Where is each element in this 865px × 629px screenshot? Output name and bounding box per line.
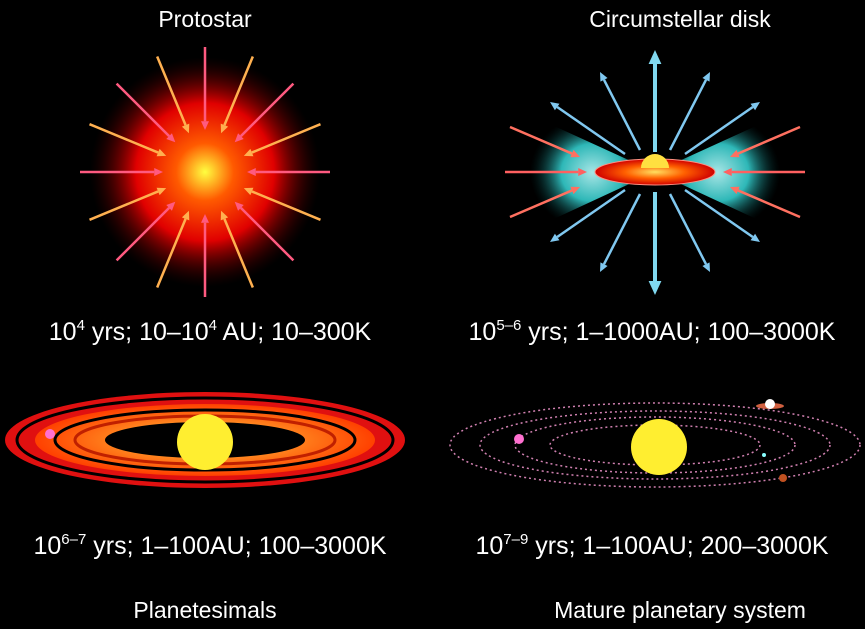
arrow-head — [220, 210, 229, 221]
arrow-head — [243, 148, 254, 157]
caption-text: yrs; 1–1000AU; 100–3000K — [521, 318, 836, 346]
superscript: 7–9 — [503, 531, 529, 548]
arrow — [115, 82, 170, 137]
arrow — [602, 193, 642, 265]
arrow-head — [234, 133, 244, 143]
panel-title: Planetesimals — [133, 597, 277, 623]
arrow — [556, 188, 626, 239]
panel-title: Protostar — [158, 6, 252, 32]
arrow-head — [166, 201, 176, 211]
caption-text: 10 — [33, 532, 62, 560]
arrow-head — [550, 233, 560, 242]
arrow-head — [600, 72, 608, 82]
superscript: 5–6 — [496, 317, 522, 334]
planetesimal-disk — [5, 392, 405, 488]
superscript: 4 — [208, 317, 217, 334]
arrow — [737, 189, 801, 219]
arrow-head — [750, 233, 760, 242]
arrow — [509, 125, 573, 155]
arrow — [223, 56, 254, 126]
caption-text: 10 — [468, 318, 497, 346]
arrow — [668, 193, 708, 265]
arrow-head — [201, 121, 209, 130]
arrow-head — [723, 168, 732, 176]
planets — [514, 399, 787, 482]
panel-caption: 105–6 yrs; 1–1000AU; 100–3000K — [469, 318, 836, 347]
arrow — [251, 190, 321, 221]
arrow — [509, 189, 573, 219]
arrow — [737, 125, 801, 155]
arrow-head — [201, 214, 209, 223]
arrow — [156, 56, 187, 126]
arrow-head — [600, 262, 608, 272]
arrow-head — [220, 123, 229, 134]
arrow — [156, 218, 187, 288]
arrow-head — [156, 187, 167, 196]
arrow — [556, 105, 626, 156]
caption-text: 10 — [48, 318, 77, 346]
circumstellar-disk — [530, 115, 780, 230]
arrow-head — [181, 123, 190, 134]
arrow-head — [750, 102, 760, 111]
arrow — [668, 79, 708, 151]
panel-caption: 104 yrs; 10–104 AU; 10–300K — [49, 318, 371, 347]
mature-system — [449, 402, 861, 488]
arrow — [223, 218, 254, 288]
panel-title: Mature planetary system — [554, 597, 806, 623]
arrow-head — [570, 149, 580, 158]
arrow-head — [181, 210, 190, 221]
arrow-head — [247, 168, 256, 176]
arrow — [240, 82, 295, 137]
arrow-head — [156, 148, 167, 157]
caption-text: 10 — [475, 532, 504, 560]
arrow-head — [730, 149, 740, 158]
panel-caption: 107–9 yrs; 1–100AU; 200–3000K — [475, 532, 828, 561]
arrow-head — [702, 262, 710, 272]
panel-title: Circumstellar disk — [589, 6, 771, 32]
caption-text: AU; 10–300K — [216, 318, 372, 346]
superscript: 6–7 — [61, 531, 87, 548]
arrow-head — [648, 281, 662, 295]
arrow — [89, 123, 159, 154]
arrow-head — [570, 186, 580, 195]
arrow-head — [234, 201, 244, 211]
panel-caption: 106–7 yrs; 1–100AU; 100–3000K — [33, 532, 386, 561]
arrow-head — [648, 50, 662, 64]
arrow — [684, 105, 754, 156]
arrow — [240, 207, 295, 262]
caption-text: yrs; 1–100AU; 100–3000K — [86, 532, 387, 560]
caption-text: yrs; 1–100AU; 200–3000K — [528, 532, 829, 560]
arrow-head — [166, 133, 176, 143]
arrow — [684, 188, 754, 239]
arrow-head — [702, 72, 710, 82]
arrow — [89, 190, 159, 221]
caption-text: yrs; 10–10 — [84, 318, 209, 346]
arrow — [115, 207, 170, 262]
arrow-head — [550, 102, 560, 111]
arrow — [602, 79, 642, 151]
arrow-head — [243, 187, 254, 196]
superscript: 4 — [76, 317, 85, 334]
arrow — [251, 123, 321, 154]
outflow-arrows — [505, 50, 805, 295]
infall-arrows — [80, 47, 330, 297]
arrow-head — [730, 186, 740, 195]
arrow-head — [154, 168, 163, 176]
arrow-head — [578, 168, 587, 176]
